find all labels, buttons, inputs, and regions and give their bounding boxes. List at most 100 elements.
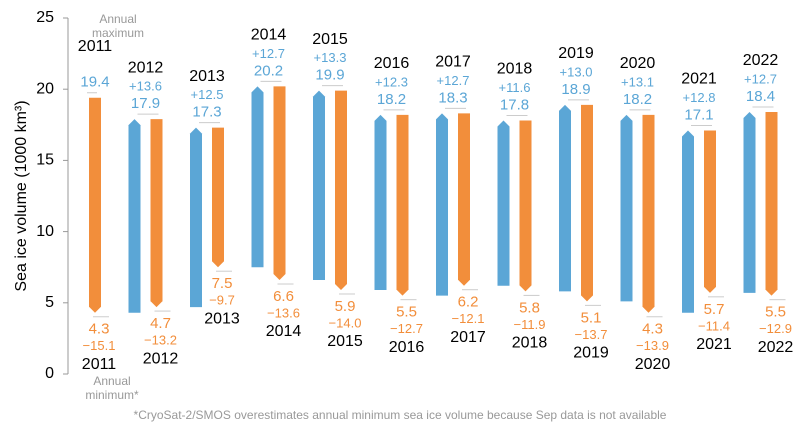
year-label: 2011 (78, 38, 113, 55)
year-label: 2013 (204, 310, 240, 327)
melt-arrow (581, 104, 593, 302)
freeze-label: +13.6 (129, 79, 162, 94)
year-label: 2012 (128, 59, 164, 76)
year-label: 2016 (389, 339, 425, 356)
melt-label: −12.1 (452, 311, 485, 326)
max-label: 17.9 (131, 95, 160, 112)
min-label: 5.8 (519, 299, 540, 316)
y-tick-label: 20 (36, 80, 54, 97)
annotation: Annual (93, 374, 130, 388)
annotation: maximum (92, 26, 144, 40)
melt-label: −12.7 (390, 321, 423, 336)
year-label: 2018 (512, 335, 548, 352)
melt-arrow (519, 120, 532, 292)
min-label: 4.7 (150, 315, 171, 332)
y-tick-label: 0 (45, 365, 54, 382)
melt-arrow (704, 130, 716, 293)
year-label: 2022 (758, 339, 794, 356)
year-label: 2019 (573, 345, 609, 362)
melt-label: −12.9 (759, 321, 792, 336)
max-label: 17.3 (192, 104, 221, 121)
melt-label: −13.7 (575, 327, 608, 342)
y-tick-label: 10 (36, 223, 54, 240)
max-label: 19.4 (80, 74, 109, 91)
year-label: 2011 (82, 356, 117, 373)
melt-label: −13.2 (144, 333, 177, 348)
min-label: 7.5 (212, 275, 233, 292)
melt-arrow (89, 97, 101, 313)
freeze-arrow (128, 119, 141, 313)
melt-label: −11.4 (698, 318, 730, 333)
year-label: 2022 (743, 52, 779, 69)
max-label: 18.9 (561, 81, 590, 98)
freeze-label: +13.1 (621, 74, 654, 89)
freeze-label: +12.5 (191, 87, 224, 102)
freeze-arrow (620, 114, 633, 302)
freeze-label: +12.3 (375, 74, 408, 89)
freeze-arrow (313, 90, 325, 281)
year-label: 2015 (327, 333, 363, 350)
year-label: 2015 (312, 31, 348, 48)
freeze-arrow (436, 113, 448, 296)
freeze-arrow (190, 127, 202, 308)
y-tick-label: 25 (36, 9, 54, 26)
melt-arrow (212, 127, 224, 268)
freeze-arrow (251, 86, 264, 268)
min-label: 4.3 (89, 321, 110, 338)
annotation: minimum* (85, 388, 139, 402)
y-axis-label: Sea ice volume (1000 km³) (13, 100, 30, 291)
melt-label: −13.9 (636, 338, 669, 353)
year-label: 2012 (143, 350, 179, 367)
year-label: 2016 (374, 55, 410, 72)
max-label: 18.2 (623, 91, 652, 108)
freeze-arrow (374, 114, 387, 290)
min-label: 5.9 (335, 298, 356, 315)
y-tick-label: 15 (36, 152, 54, 169)
min-label: 5.1 (581, 309, 602, 326)
annotation: Annual (99, 12, 136, 26)
year-label: 2013 (189, 68, 225, 85)
year-label: 2020 (620, 55, 656, 72)
footnote: *CryoSat-2/SMOS overestimates annual min… (134, 408, 667, 422)
year-label: 2014 (266, 323, 302, 340)
min-label: 4.3 (642, 321, 663, 338)
melt-arrow (273, 86, 286, 281)
max-label: 18.2 (377, 91, 406, 108)
min-label: 6.2 (458, 294, 479, 311)
freeze-arrow (743, 111, 756, 293)
year-label: 2017 (435, 54, 471, 71)
year-label: 2014 (251, 27, 287, 44)
melt-label: −9.7 (209, 293, 235, 308)
year-label: 2019 (558, 45, 594, 62)
min-label: 6.6 (273, 288, 294, 305)
max-label: 18.4 (746, 88, 775, 105)
freeze-label: +12.7 (437, 73, 470, 88)
freeze-label: +12.7 (744, 71, 777, 86)
freeze-arrow (559, 104, 571, 292)
min-label: 5.5 (765, 304, 786, 321)
year-label: 2021 (681, 71, 717, 88)
melt-label: −14.0 (329, 315, 362, 330)
melt-arrow (642, 114, 655, 313)
year-label: 2018 (497, 61, 533, 78)
freeze-label: +13.3 (314, 50, 347, 65)
melt-arrow (765, 111, 778, 296)
freeze-label: +13.0 (560, 64, 593, 79)
melt-label: −11.9 (514, 317, 546, 332)
year-label: 2020 (635, 356, 671, 373)
melt-label: −13.6 (267, 305, 300, 320)
melt-arrow (335, 90, 347, 290)
min-label: 5.5 (396, 304, 417, 321)
max-label: 20.2 (254, 62, 283, 79)
max-label: 17.8 (500, 96, 529, 113)
freeze-label: +12.7 (252, 46, 285, 61)
melt-arrow (396, 114, 409, 296)
max-label: 18.3 (438, 89, 467, 106)
melt-arrow (458, 113, 470, 286)
year-label: 2021 (696, 336, 732, 353)
freeze-arrow (497, 120, 510, 286)
melt-label: −15.1 (83, 338, 116, 353)
freeze-label: +12.8 (683, 90, 716, 105)
melt-arrow (150, 119, 163, 308)
